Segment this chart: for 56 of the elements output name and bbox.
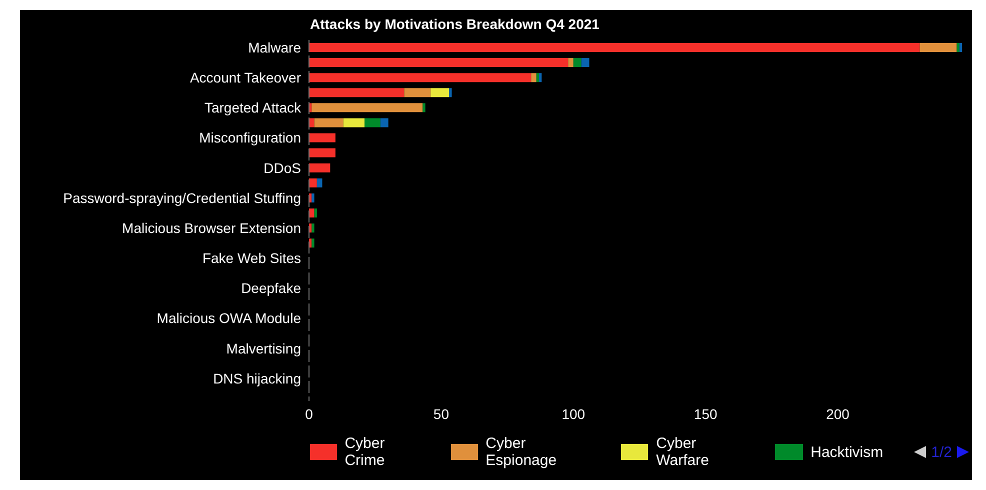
bar: [309, 58, 568, 68]
bar: [309, 133, 336, 142]
bar: [573, 58, 582, 68]
bar: [449, 88, 452, 98]
bar: [309, 208, 314, 218]
legend-label: Hacktivism: [810, 444, 884, 460]
bar: [956, 43, 960, 52]
legend-label: Cyber Crime: [344, 435, 386, 469]
y-tick-label: Malicious OWA Module: [156, 310, 302, 326]
y-tick-label: Fake Web Sites: [202, 250, 301, 266]
bar: [314, 118, 344, 128]
y-tick-label: Malicious Browser Extension: [122, 220, 301, 236]
x-tick-label: 0: [305, 406, 314, 422]
bar: [536, 73, 540, 82]
x-tick-label: 150: [694, 406, 718, 422]
bar: [312, 103, 423, 112]
legend-label: Cyber Warfare: [656, 435, 710, 469]
bar: [309, 88, 404, 98]
x-tick-label: 100: [562, 406, 586, 422]
bar: [312, 224, 314, 233]
bar: [920, 43, 957, 52]
bar: [430, 88, 450, 98]
bar: [309, 43, 920, 52]
bar: [312, 193, 314, 202]
y-tick-label: Deepfake: [241, 280, 302, 296]
y-tick-label: Targeted Attack: [204, 100, 302, 116]
bar: [959, 43, 962, 52]
bar: [309, 163, 330, 172]
text: 1/2: [931, 444, 952, 460]
x-tick-label: 200: [826, 406, 850, 422]
bar: [531, 73, 536, 82]
y-tick-label: Malware: [248, 39, 302, 56]
bar: [309, 73, 532, 82]
bar: [309, 148, 336, 158]
bar: [316, 178, 322, 188]
y-tick-label: DNS hijacking: [213, 370, 301, 386]
bar: [314, 208, 317, 218]
legend-label: Cyber Espionage: [486, 435, 558, 469]
bar: [309, 118, 314, 128]
bar: [422, 103, 426, 112]
y-tick-label: Account Takeover: [190, 70, 302, 86]
bar: [343, 118, 365, 128]
y-tick-label: Password-spraying/Credential Stuffing: [63, 190, 301, 206]
y-tick-label: DDoS: [264, 160, 301, 176]
x-tick-label: 50: [433, 406, 450, 422]
bar: [568, 58, 574, 68]
bar: [581, 58, 590, 68]
bar: [309, 178, 317, 188]
bar: [404, 88, 431, 98]
y-tick-label: Misconfiguration: [199, 130, 301, 146]
bar: [364, 118, 380, 128]
bar: [312, 238, 314, 248]
chart-title: Attacks by Motivations Breakdown Q4 2021: [310, 16, 600, 32]
bar: [380, 118, 388, 128]
bar: [539, 73, 542, 82]
y-tick-label: Malvertising: [226, 340, 301, 356]
